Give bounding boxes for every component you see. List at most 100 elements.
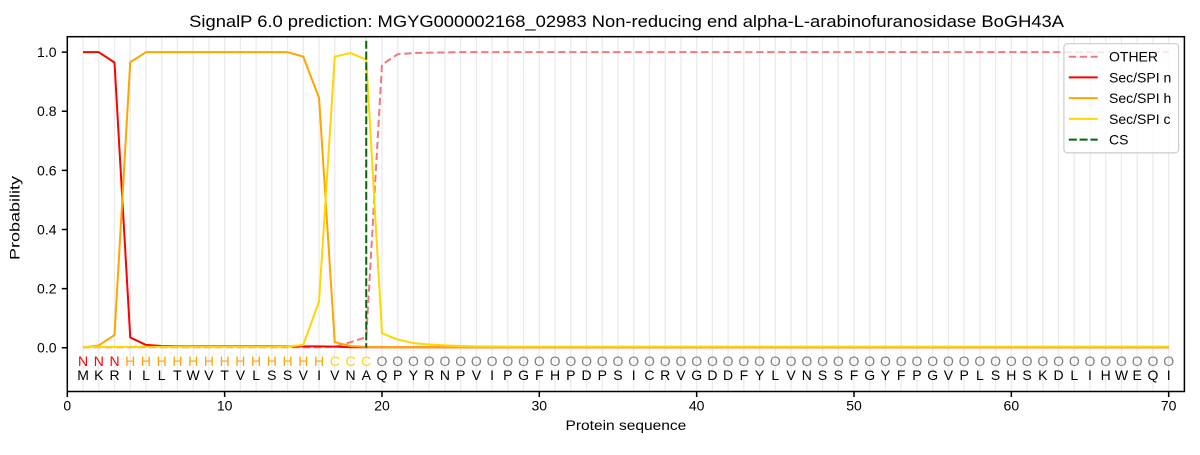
svg-text:0.4: 0.4: [37, 221, 57, 237]
svg-text:O: O: [1132, 353, 1143, 369]
svg-text:30: 30: [532, 398, 548, 414]
svg-text:O: O: [927, 353, 938, 369]
svg-text:O: O: [518, 353, 529, 369]
svg-text:R: R: [109, 367, 119, 383]
svg-text:O: O: [833, 353, 844, 369]
svg-text:N: N: [94, 353, 104, 369]
svg-text:O: O: [675, 353, 686, 369]
svg-text:S: S: [267, 367, 276, 383]
svg-text:O: O: [1147, 353, 1158, 369]
svg-text:P: P: [566, 367, 575, 383]
svg-text:O: O: [565, 353, 576, 369]
svg-text:Protein sequence: Protein sequence: [566, 417, 687, 433]
svg-text:V: V: [299, 367, 309, 383]
svg-text:S: S: [613, 367, 622, 383]
svg-text:H: H: [220, 353, 230, 369]
svg-text:C: C: [345, 353, 355, 369]
svg-text:0: 0: [63, 398, 71, 414]
svg-text:D: D: [581, 367, 591, 383]
svg-text:C: C: [644, 367, 654, 383]
svg-text:H: H: [172, 353, 182, 369]
svg-text:O: O: [613, 353, 624, 369]
svg-text:G: G: [864, 367, 875, 383]
svg-text:H: H: [157, 353, 167, 369]
svg-text:H: H: [267, 353, 277, 369]
svg-text:M: M: [77, 367, 89, 383]
svg-text:S: S: [283, 367, 292, 383]
svg-text:W: W: [187, 367, 201, 383]
svg-text:O: O: [1085, 353, 1096, 369]
svg-text:O: O: [1022, 353, 1033, 369]
svg-text:P: P: [503, 367, 512, 383]
svg-text:I: I: [1167, 367, 1171, 383]
svg-text:W: W: [1115, 367, 1129, 383]
svg-text:O: O: [1100, 353, 1111, 369]
svg-text:H: H: [283, 353, 293, 369]
svg-text:D: D: [723, 367, 733, 383]
svg-text:O: O: [817, 353, 828, 369]
svg-text:O: O: [880, 353, 891, 369]
svg-text:H: H: [550, 367, 560, 383]
svg-text:Sec/SPI n: Sec/SPI n: [1109, 69, 1171, 85]
svg-text:I: I: [317, 367, 321, 383]
svg-text:0.2: 0.2: [37, 281, 57, 297]
svg-text:Q: Q: [377, 367, 388, 383]
svg-text:G: G: [927, 367, 938, 383]
svg-text:N: N: [109, 353, 119, 369]
svg-text:O: O: [534, 353, 545, 369]
svg-text:O: O: [550, 353, 561, 369]
svg-text:T: T: [220, 367, 229, 383]
svg-text:P: P: [393, 367, 402, 383]
svg-text:T: T: [173, 367, 182, 383]
svg-text:O: O: [455, 353, 466, 369]
svg-text:Sec/SPI h: Sec/SPI h: [1109, 90, 1171, 106]
svg-text:P: P: [456, 367, 465, 383]
svg-text:N: N: [345, 367, 355, 383]
svg-text:S: S: [818, 367, 827, 383]
svg-text:I: I: [490, 367, 494, 383]
svg-text:SignalP 6.0 prediction: MGYG00: SignalP 6.0 prediction: MGYG000002168_02…: [189, 12, 1065, 31]
svg-text:N: N: [440, 367, 450, 383]
svg-text:O: O: [770, 353, 781, 369]
svg-text:P: P: [598, 367, 607, 383]
svg-text:60: 60: [1004, 398, 1020, 414]
svg-text:D: D: [707, 367, 717, 383]
svg-text:I: I: [632, 367, 636, 383]
svg-text:L: L: [142, 367, 150, 383]
svg-text:O: O: [660, 353, 671, 369]
svg-text:G: G: [691, 367, 702, 383]
svg-text:H: H: [1006, 367, 1016, 383]
svg-text:Y: Y: [755, 367, 765, 383]
svg-text:O: O: [738, 353, 749, 369]
svg-text:70: 70: [1161, 398, 1177, 414]
svg-text:L: L: [771, 367, 779, 383]
svg-text:C: C: [361, 353, 371, 369]
svg-text:F: F: [535, 367, 544, 383]
svg-text:O: O: [754, 353, 765, 369]
svg-text:CS: CS: [1109, 132, 1128, 148]
svg-text:H: H: [1101, 367, 1111, 383]
svg-text:R: R: [660, 367, 670, 383]
svg-text:O: O: [502, 353, 513, 369]
svg-text:0.0: 0.0: [37, 340, 57, 356]
svg-text:S: S: [991, 367, 1000, 383]
svg-text:H: H: [314, 353, 324, 369]
svg-text:V: V: [786, 367, 796, 383]
svg-text:10: 10: [217, 398, 233, 414]
svg-text:V: V: [472, 367, 482, 383]
svg-text:O: O: [1053, 353, 1064, 369]
svg-text:OTHER: OTHER: [1109, 49, 1158, 65]
svg-text:C: C: [330, 353, 340, 369]
svg-text:E: E: [1133, 367, 1142, 383]
svg-text:H: H: [204, 353, 214, 369]
svg-text:O: O: [864, 353, 875, 369]
svg-text:O: O: [487, 353, 498, 369]
svg-text:H: H: [141, 353, 151, 369]
svg-text:Y: Y: [881, 367, 891, 383]
svg-text:Probability: Probability: [7, 176, 23, 260]
svg-text:S: S: [1022, 367, 1031, 383]
svg-text:F: F: [740, 367, 749, 383]
svg-text:L: L: [158, 367, 166, 383]
svg-text:Q: Q: [1147, 367, 1158, 383]
svg-text:O: O: [408, 353, 419, 369]
